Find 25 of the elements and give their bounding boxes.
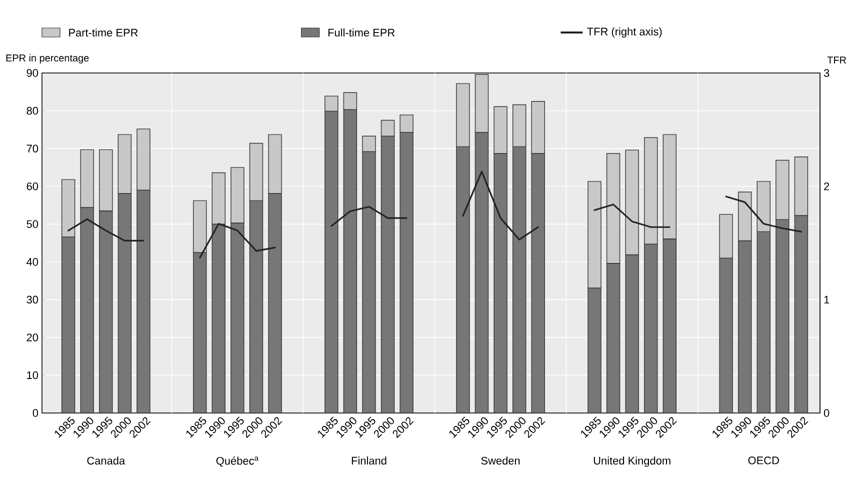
legend-label: Part-time EPR — [69, 28, 138, 37]
text: United Kingdom — [594, 456, 670, 467]
y-tick-label: 20 — [26, 334, 38, 342]
y-tick-label: 60 — [26, 182, 38, 190]
y-tick-label: 70 — [26, 144, 38, 152]
text: Sweden — [481, 456, 520, 465]
y-tick-label: 50 — [26, 220, 38, 228]
legend-label: TFR (right axis) — [587, 27, 662, 38]
y2-tick-label: 0 — [824, 409, 830, 417]
y-tick-label: 90 — [26, 69, 38, 77]
y2-axis-title: TFR — [827, 56, 846, 64]
text: Québec$^{a}$ — [216, 456, 259, 467]
y2-tick-label: 3 — [824, 69, 830, 77]
text: OECD — [748, 456, 779, 464]
y-tick-label: 0 — [32, 409, 38, 417]
y2-tick-label: 1 — [824, 296, 830, 304]
legend-label: Full-time EPR — [328, 28, 395, 37]
text: Finland — [352, 456, 386, 465]
y-tick-label: 30 — [26, 296, 38, 304]
text: Canada — [87, 456, 126, 465]
y-tick-label: 10 — [27, 371, 38, 380]
y2-tick-label: 2 — [824, 182, 830, 190]
y-tick-label: 80 — [26, 106, 38, 115]
y-tick-label: 40 — [26, 258, 38, 266]
y-axis-title: EPR in percentage — [6, 54, 89, 64]
